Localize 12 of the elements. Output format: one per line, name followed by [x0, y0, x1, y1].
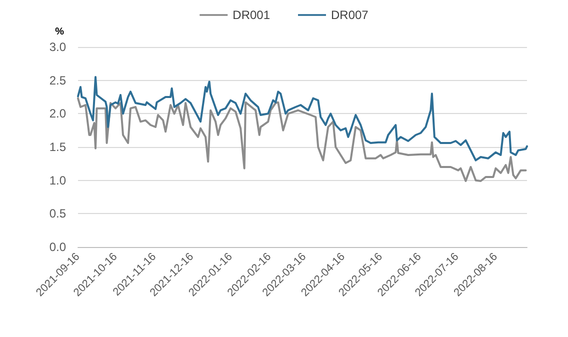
legend-label: DR001 [232, 8, 270, 22]
y-tick-label: 2.0 [49, 106, 66, 121]
y-tick-label: 1.5 [49, 140, 66, 154]
line-series [77, 76, 528, 162]
line-series [77, 97, 527, 182]
y-tick-label: 2.5 [49, 73, 66, 88]
y-tick-label: 0.0 [49, 240, 66, 254]
legend-label: DR007 [331, 8, 369, 22]
y-axis-title: % [55, 26, 64, 38]
y-tick-label: 1.0 [49, 173, 66, 188]
y-tick-label: 0.5 [49, 206, 66, 221]
y-tick-label: 3.0 [49, 40, 66, 54]
